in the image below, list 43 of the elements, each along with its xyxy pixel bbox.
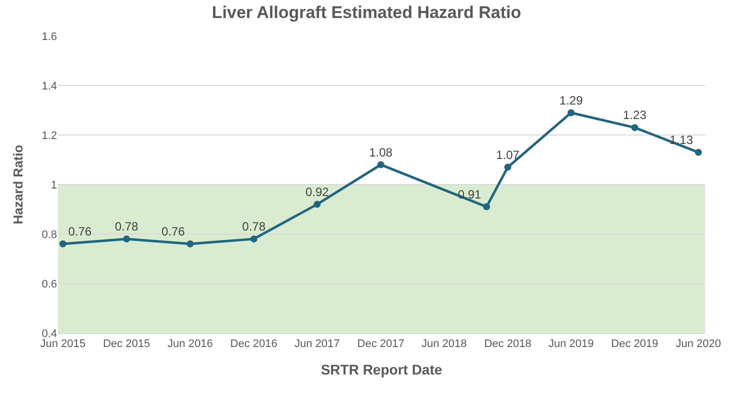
data-label: 0.92: [305, 184, 330, 199]
point: [377, 161, 384, 168]
point: [314, 200, 321, 208]
point: [123, 235, 130, 242]
y-tick-label: 1.2: [42, 130, 57, 142]
x-tick-label: Dec 2017: [357, 338, 404, 350]
x-tick-label: Jun 2019: [548, 338, 594, 350]
data-label: 1.07: [496, 148, 520, 162]
x-tick-label: Jun 2020: [676, 338, 722, 350]
point: [568, 109, 575, 116]
point: [59, 240, 66, 248]
data-label: 1.23: [623, 108, 647, 122]
data-label: 0.76: [68, 224, 92, 239]
x-tick-label: Jun 2015: [40, 338, 86, 350]
x-tick-label: Dec 2015: [102, 338, 150, 350]
point: [694, 148, 702, 156]
x-tick-label: Jun 2018: [421, 338, 467, 350]
x-tick-label: Jun 2017: [294, 338, 340, 350]
point: [250, 235, 258, 242]
data-label: 1.13: [670, 132, 694, 147]
y-axis-title: Hazard Ratio: [10, 144, 26, 224]
y-tick-label: 0.8: [42, 228, 57, 241]
point: [631, 124, 638, 132]
y-tick-label: 1.4: [42, 80, 57, 92]
x-tick-label: Jun 2016: [168, 338, 213, 350]
x-tick-label: Dec 2016: [230, 338, 278, 350]
data-label: 0.91: [458, 187, 482, 202]
point: [504, 164, 512, 171]
point: [186, 240, 194, 248]
y-tick-label: 1.6: [42, 30, 57, 43]
point: [483, 203, 490, 210]
x-axis-title: SRTR Report Date: [320, 362, 442, 378]
y-tick-label: 0.4: [42, 328, 57, 340]
y-tick-label: 1: [50, 179, 57, 192]
chart-title: Liver Allograft Estimated Hazard Ratio: [212, 2, 522, 22]
data-label: 0.78: [242, 220, 266, 234]
x-tick-label: Dec 2018: [484, 338, 532, 350]
x-tick-label: Dec 2019: [611, 338, 658, 350]
data-label: 0.78: [114, 220, 139, 234]
data-label: 1.08: [369, 145, 393, 160]
data-label: 0.76: [161, 224, 186, 239]
y-tick-label: 0.6: [42, 278, 57, 290]
data-label: 1.29: [559, 93, 584, 108]
